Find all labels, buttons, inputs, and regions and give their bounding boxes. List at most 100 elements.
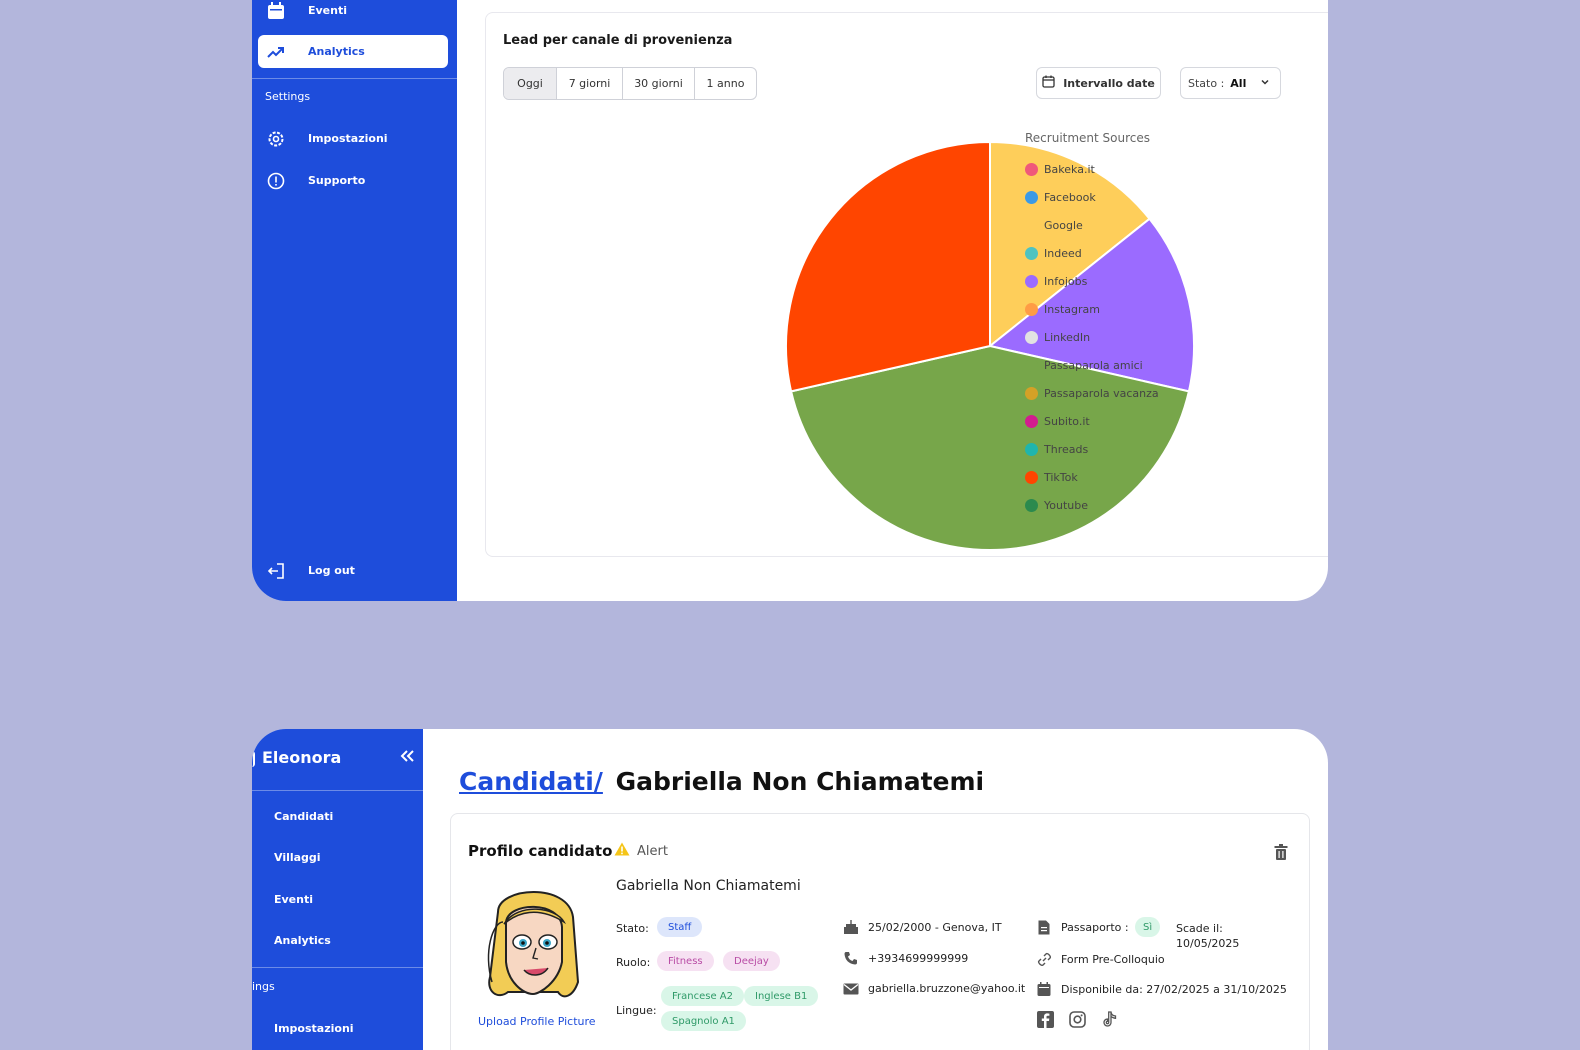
chevron-down-icon xyxy=(1260,77,1270,90)
sidebar-item-impostazioni[interactable]: Impostazioni xyxy=(274,1022,354,1035)
legend-swatch xyxy=(1025,442,1038,456)
sidebar-item-supporto[interactable]: Supporto xyxy=(258,164,448,197)
logout-button[interactable]: Log out xyxy=(258,554,448,587)
sidebar-item-analytics[interactable]: Analytics xyxy=(258,35,448,68)
breadcrumb: Candidati/ Gabriella Non Chiamatemi xyxy=(459,767,984,796)
legend-item[interactable]: Indeed xyxy=(1025,239,1159,267)
legend-label: Infojobs xyxy=(1044,274,1088,288)
legend-item[interactable]: Bakeka.it xyxy=(1025,155,1159,183)
tab-7-giorni[interactable]: 7 giorni xyxy=(557,68,623,99)
availability-text: Disponibile da: 27/02/2025 a 31/10/2025 xyxy=(1061,982,1287,996)
email-text[interactable]: gabriella.bruzzone@yahoo.it xyxy=(868,982,1026,995)
alert-circle-icon xyxy=(266,172,286,190)
legend-item[interactable]: Youtube xyxy=(1025,491,1159,519)
profile-card: Profilo candidato Alert U xyxy=(450,813,1310,1050)
breadcrumb-link-candidati[interactable]: Candidati/ xyxy=(459,767,603,796)
alert-badge[interactable]: Alert xyxy=(614,842,668,860)
phone-icon xyxy=(842,951,860,965)
sidebar-item-candidati[interactable]: Candidati xyxy=(274,810,334,823)
divider xyxy=(252,790,423,791)
pie-slice-passaparola-amici[interactable] xyxy=(789,344,1191,551)
legend-item[interactable]: Subito.it xyxy=(1025,407,1159,435)
sidebar-item-analytics[interactable]: Analytics xyxy=(274,934,331,947)
sidebar: Eleonora Candidati Villaggi Eventi Analy… xyxy=(252,729,423,1050)
role-badge: Fitness xyxy=(657,951,714,971)
legend-item[interactable]: Facebook xyxy=(1025,183,1159,211)
role-badge: Deejay xyxy=(723,951,780,971)
sidebar-item-impostazioni[interactable]: Impostazioni xyxy=(258,122,448,155)
card-title: Lead per canale di provenienza xyxy=(503,33,733,48)
sidebar-item-eventi[interactable]: Eventi xyxy=(274,893,314,906)
alert-label: Alert xyxy=(637,843,668,859)
page-title: Gabriella Non Chiamatemi xyxy=(615,767,985,796)
expiry-value: 10/05/2025 xyxy=(1176,937,1240,950)
chart-legend: Recruitment Sources Bakeka.it Facebook Goo… xyxy=(1025,131,1159,519)
mail-icon xyxy=(842,983,860,995)
legend-item[interactable]: Threads xyxy=(1025,435,1159,463)
legend-label: Subito.it xyxy=(1044,414,1090,428)
legend-item[interactable]: TikTok xyxy=(1025,463,1159,491)
pie-slice-tiktok[interactable] xyxy=(785,140,991,393)
legend-swatch xyxy=(1025,414,1038,428)
status-select[interactable]: Stato : All xyxy=(1180,67,1281,99)
gear-icon xyxy=(266,130,286,148)
upload-profile-picture-link[interactable]: Upload Profile Picture xyxy=(478,1015,596,1028)
birth-info: 25/02/2000 - Genova, IT xyxy=(842,920,1002,934)
date-range-button[interactable]: Intervallo date xyxy=(1036,67,1161,99)
logout-icon xyxy=(266,562,286,580)
legend-label: Youtube xyxy=(1044,498,1088,512)
tiktok-icon[interactable] xyxy=(1102,1011,1118,1032)
legend-label: Google xyxy=(1044,218,1083,232)
legend-label: TikTok xyxy=(1044,470,1078,484)
legend-item[interactable]: Google xyxy=(1025,211,1159,239)
passport-info: Passaporto : xyxy=(1035,920,1129,935)
tab-30-giorni[interactable]: 30 giorni xyxy=(623,68,695,99)
facebook-icon[interactable] xyxy=(1037,1011,1054,1032)
stato-label: Stato: xyxy=(616,922,649,935)
form-link-text: Form Pre-Colloquio xyxy=(1061,953,1165,966)
tab-1-anno[interactable]: 1 anno xyxy=(706,77,745,90)
legend-swatch xyxy=(1025,274,1038,288)
legend-label: Instagram xyxy=(1044,302,1100,316)
legend-item[interactable]: Passaparola amici xyxy=(1025,351,1159,379)
divider xyxy=(252,78,457,79)
delete-icon[interactable] xyxy=(1274,844,1288,864)
status-badge: Staff xyxy=(657,917,703,937)
legend-label: LinkedIn xyxy=(1044,330,1091,344)
legend-swatch xyxy=(1025,246,1038,260)
form-link-info[interactable]: Form Pre-Colloquio xyxy=(1035,952,1165,967)
passport-label: Passaporto : xyxy=(1061,921,1129,934)
section-label-settings: Settings xyxy=(265,90,311,103)
legend-item[interactable]: Infojobs xyxy=(1025,267,1159,295)
user-name: Eleonora xyxy=(262,748,342,767)
legend-item[interactable]: LinkedIn xyxy=(1025,323,1159,351)
instagram-icon[interactable] xyxy=(1069,1011,1086,1032)
legend-item[interactable]: Passaparola vacanza xyxy=(1025,379,1159,407)
legend-label: Bakeka.it xyxy=(1044,162,1095,176)
sidebar-item-villaggi[interactable]: Villaggi xyxy=(274,851,321,864)
logout-label: Log out xyxy=(308,564,355,577)
range-tabs: Oggi 7 giorni 30 giorni 1 anno xyxy=(503,67,757,100)
sidebar-item-label: Eventi xyxy=(308,4,348,17)
legend-label: Passaparola vacanza xyxy=(1044,386,1159,400)
sidebar-item-eventi[interactable]: Eventi xyxy=(258,0,448,27)
legend-swatch xyxy=(1025,218,1038,232)
profile-title: Profilo candidato xyxy=(468,842,613,860)
legend-swatch xyxy=(1025,358,1038,372)
pie-chart xyxy=(785,140,1195,551)
warning-icon xyxy=(614,842,630,860)
birth-text: 25/02/2000 - Genova, IT xyxy=(868,920,1002,934)
legend-swatch xyxy=(1025,330,1038,344)
tab-oggi[interactable]: Oggi xyxy=(504,68,557,99)
candidate-window: Eleonora Candidati Villaggi Eventi Analy… xyxy=(252,729,1328,1050)
lingue-label: Lingue: xyxy=(616,1004,657,1017)
collapse-sidebar-icon[interactable] xyxy=(399,748,415,768)
avatar[interactable] xyxy=(478,882,588,1011)
sidebar: Eventi Analytics Settings Impostazioni S… xyxy=(252,0,457,601)
calendar-icon xyxy=(1035,982,1053,996)
expiry-label: Scade il: xyxy=(1176,922,1223,935)
pie-slice-infojobs[interactable] xyxy=(987,217,1195,393)
legend-swatch xyxy=(1025,302,1038,316)
phone-info: +3934699999999 xyxy=(842,951,968,965)
legend-item[interactable]: Instagram xyxy=(1025,295,1159,323)
